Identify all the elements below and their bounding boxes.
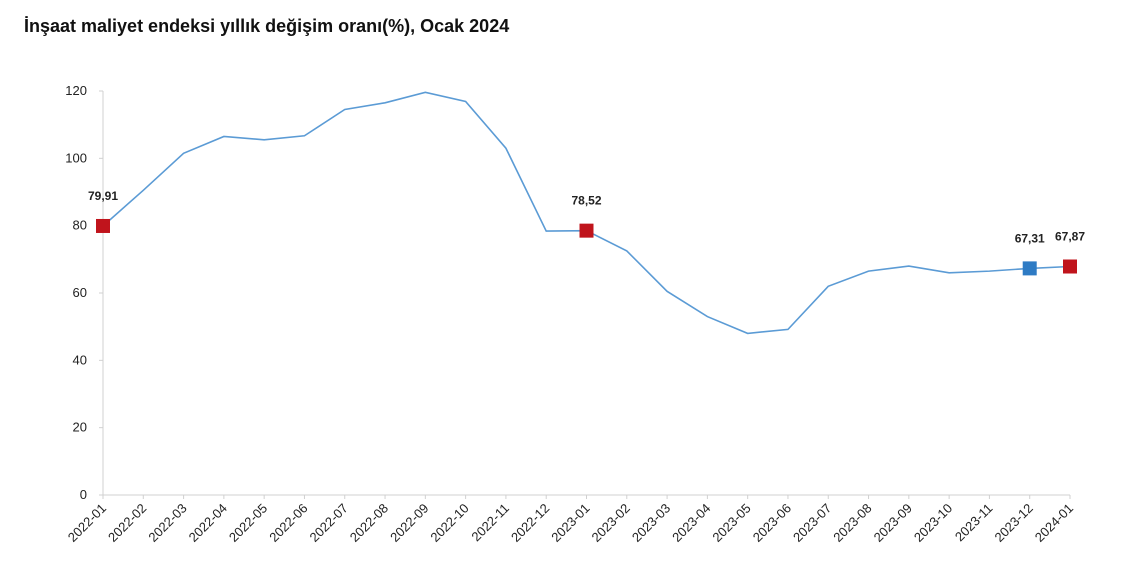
x-tick-label: 2022-09 [387, 501, 431, 545]
x-tick-label: 2023-05 [709, 501, 753, 545]
y-tick-label: 120 [65, 83, 87, 98]
x-tick-label: 2023-12 [991, 501, 1035, 545]
y-tick-label: 40 [73, 352, 87, 367]
x-tick-label: 2022-03 [145, 501, 189, 545]
data-line [102, 91, 1071, 335]
y-tick-label: 80 [73, 218, 87, 233]
marker [96, 218, 110, 233]
x-tick-label: 2024-01 [1032, 501, 1076, 545]
x-tick-label: 2023-10 [911, 501, 955, 545]
value-label: 79,91 [88, 189, 118, 203]
x-tick-label: 2023-03 [629, 501, 673, 545]
marker [579, 223, 594, 238]
value-label: 78,52 [571, 194, 601, 208]
x-tick-label: 2022-07 [307, 501, 351, 545]
marker [1022, 261, 1037, 276]
x-tick-label: 2023-08 [830, 501, 874, 545]
x-tick-label: 2023-01 [548, 501, 592, 545]
x-tick-label: 2023-04 [669, 501, 713, 545]
x-tick-label: 2023-06 [750, 501, 794, 545]
x-tick-label: 2022-05 [226, 501, 270, 545]
x-tick-label: 2022-01 [65, 501, 109, 545]
x-tick-label: 2023-02 [589, 501, 633, 545]
y-tick-label: 0 [80, 487, 87, 502]
x-tick-label: 2023-11 [952, 501, 996, 545]
value-label: 67,31 [1015, 231, 1045, 245]
x-tick-label: 2022-08 [347, 501, 391, 545]
x-tick-label: 2022-02 [105, 501, 149, 545]
x-tick-label: 2023-09 [871, 501, 915, 545]
x-tick-label: 2022-10 [427, 501, 471, 545]
x-tick-label: 2023-07 [790, 501, 834, 545]
x-tick-label: 2022-04 [186, 501, 230, 545]
marker [1063, 259, 1077, 274]
chart-title: İnşaat maliyet endeksi yıllık değişim or… [24, 16, 509, 36]
y-tick-label: 20 [73, 420, 87, 435]
y-tick-label: 60 [73, 285, 87, 300]
x-tick-label: 2022-12 [508, 501, 552, 545]
value-label: 67,87 [1055, 230, 1085, 244]
y-tick-label: 100 [65, 150, 87, 165]
x-tick-label: 2022-11 [468, 501, 512, 545]
x-tick-label: 2022-06 [266, 501, 310, 545]
